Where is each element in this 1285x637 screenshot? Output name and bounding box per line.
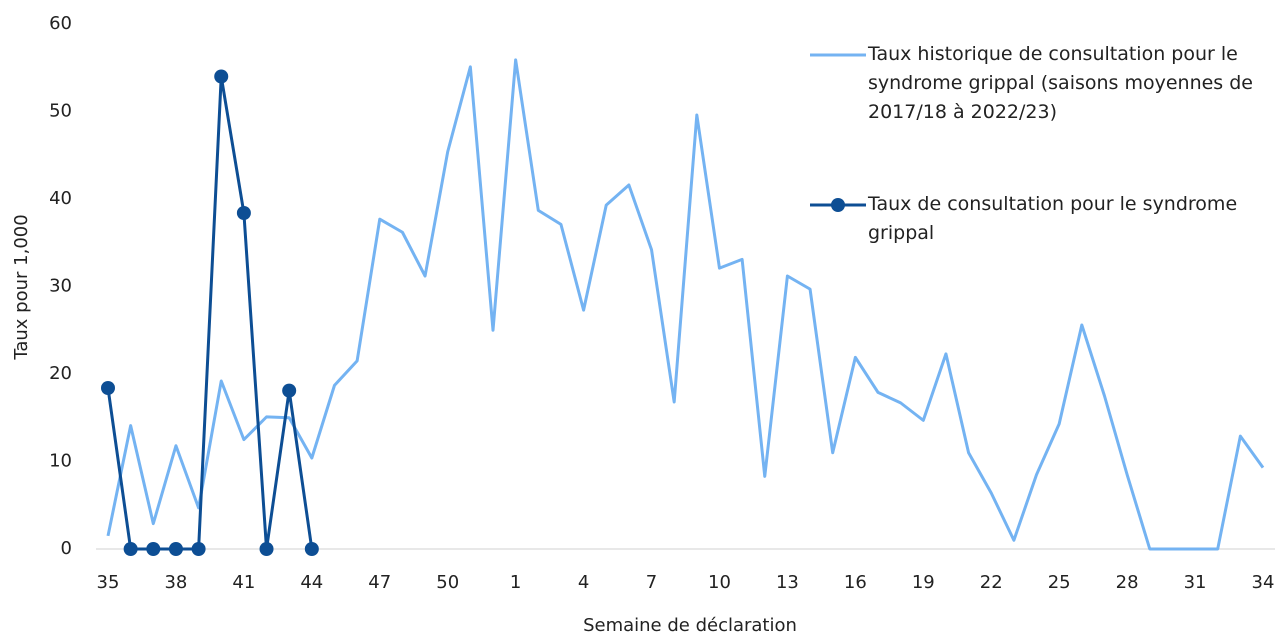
x-tick-label: 38 (164, 572, 187, 593)
x-tick-label: 16 (844, 572, 867, 593)
x-tick-label: 4 (578, 572, 589, 593)
point (214, 69, 229, 84)
series-line (106, 75, 314, 551)
x-tick-label: 22 (980, 572, 1003, 593)
x-tick-label: 25 (1048, 572, 1071, 593)
series-line (106, 58, 1265, 551)
legend-label: Taux historique de consultation pour le … (868, 43, 1254, 123)
point (259, 542, 274, 556)
y-tick-label: 10 (49, 451, 72, 472)
x-axis-label: Semaine de déclaration (583, 615, 797, 636)
point (123, 542, 138, 556)
point (236, 206, 251, 220)
x-tick-label: 28 (1116, 572, 1139, 593)
x-tick-label: 50 (436, 572, 459, 593)
x-tick-label: 34 (1252, 572, 1275, 593)
y-tick-label: 0 (61, 538, 72, 559)
point (146, 542, 161, 556)
x-tick-label: 31 (1184, 572, 1207, 593)
x-tick-label: 19 (912, 572, 935, 593)
x-tick-label: 41 (232, 572, 255, 593)
x-tick-label: 35 (97, 572, 120, 593)
legend-marker (831, 198, 845, 212)
x-tick-label: 1 (510, 572, 521, 593)
y-axis-label: Taux pour 1,000 (11, 214, 32, 360)
y-tick-label: 20 (49, 363, 72, 384)
point (168, 542, 183, 556)
x-tick-label: 10 (708, 572, 731, 593)
x-tick-label: 47 (368, 572, 391, 593)
x-tick-label: 44 (300, 572, 323, 593)
y-tick-label: 60 (49, 13, 72, 34)
point (304, 542, 319, 556)
y-tick-label: 50 (49, 101, 72, 122)
point (101, 381, 115, 395)
legend-label: Taux de consultation pour le syndrome gr… (868, 193, 1238, 244)
point (282, 383, 297, 398)
y-tick-label: 30 (49, 276, 72, 297)
y-tick-label: 40 (49, 188, 72, 209)
x-tick-label: 13 (776, 572, 799, 593)
point (191, 542, 206, 556)
x-tick-label: 7 (646, 572, 657, 593)
